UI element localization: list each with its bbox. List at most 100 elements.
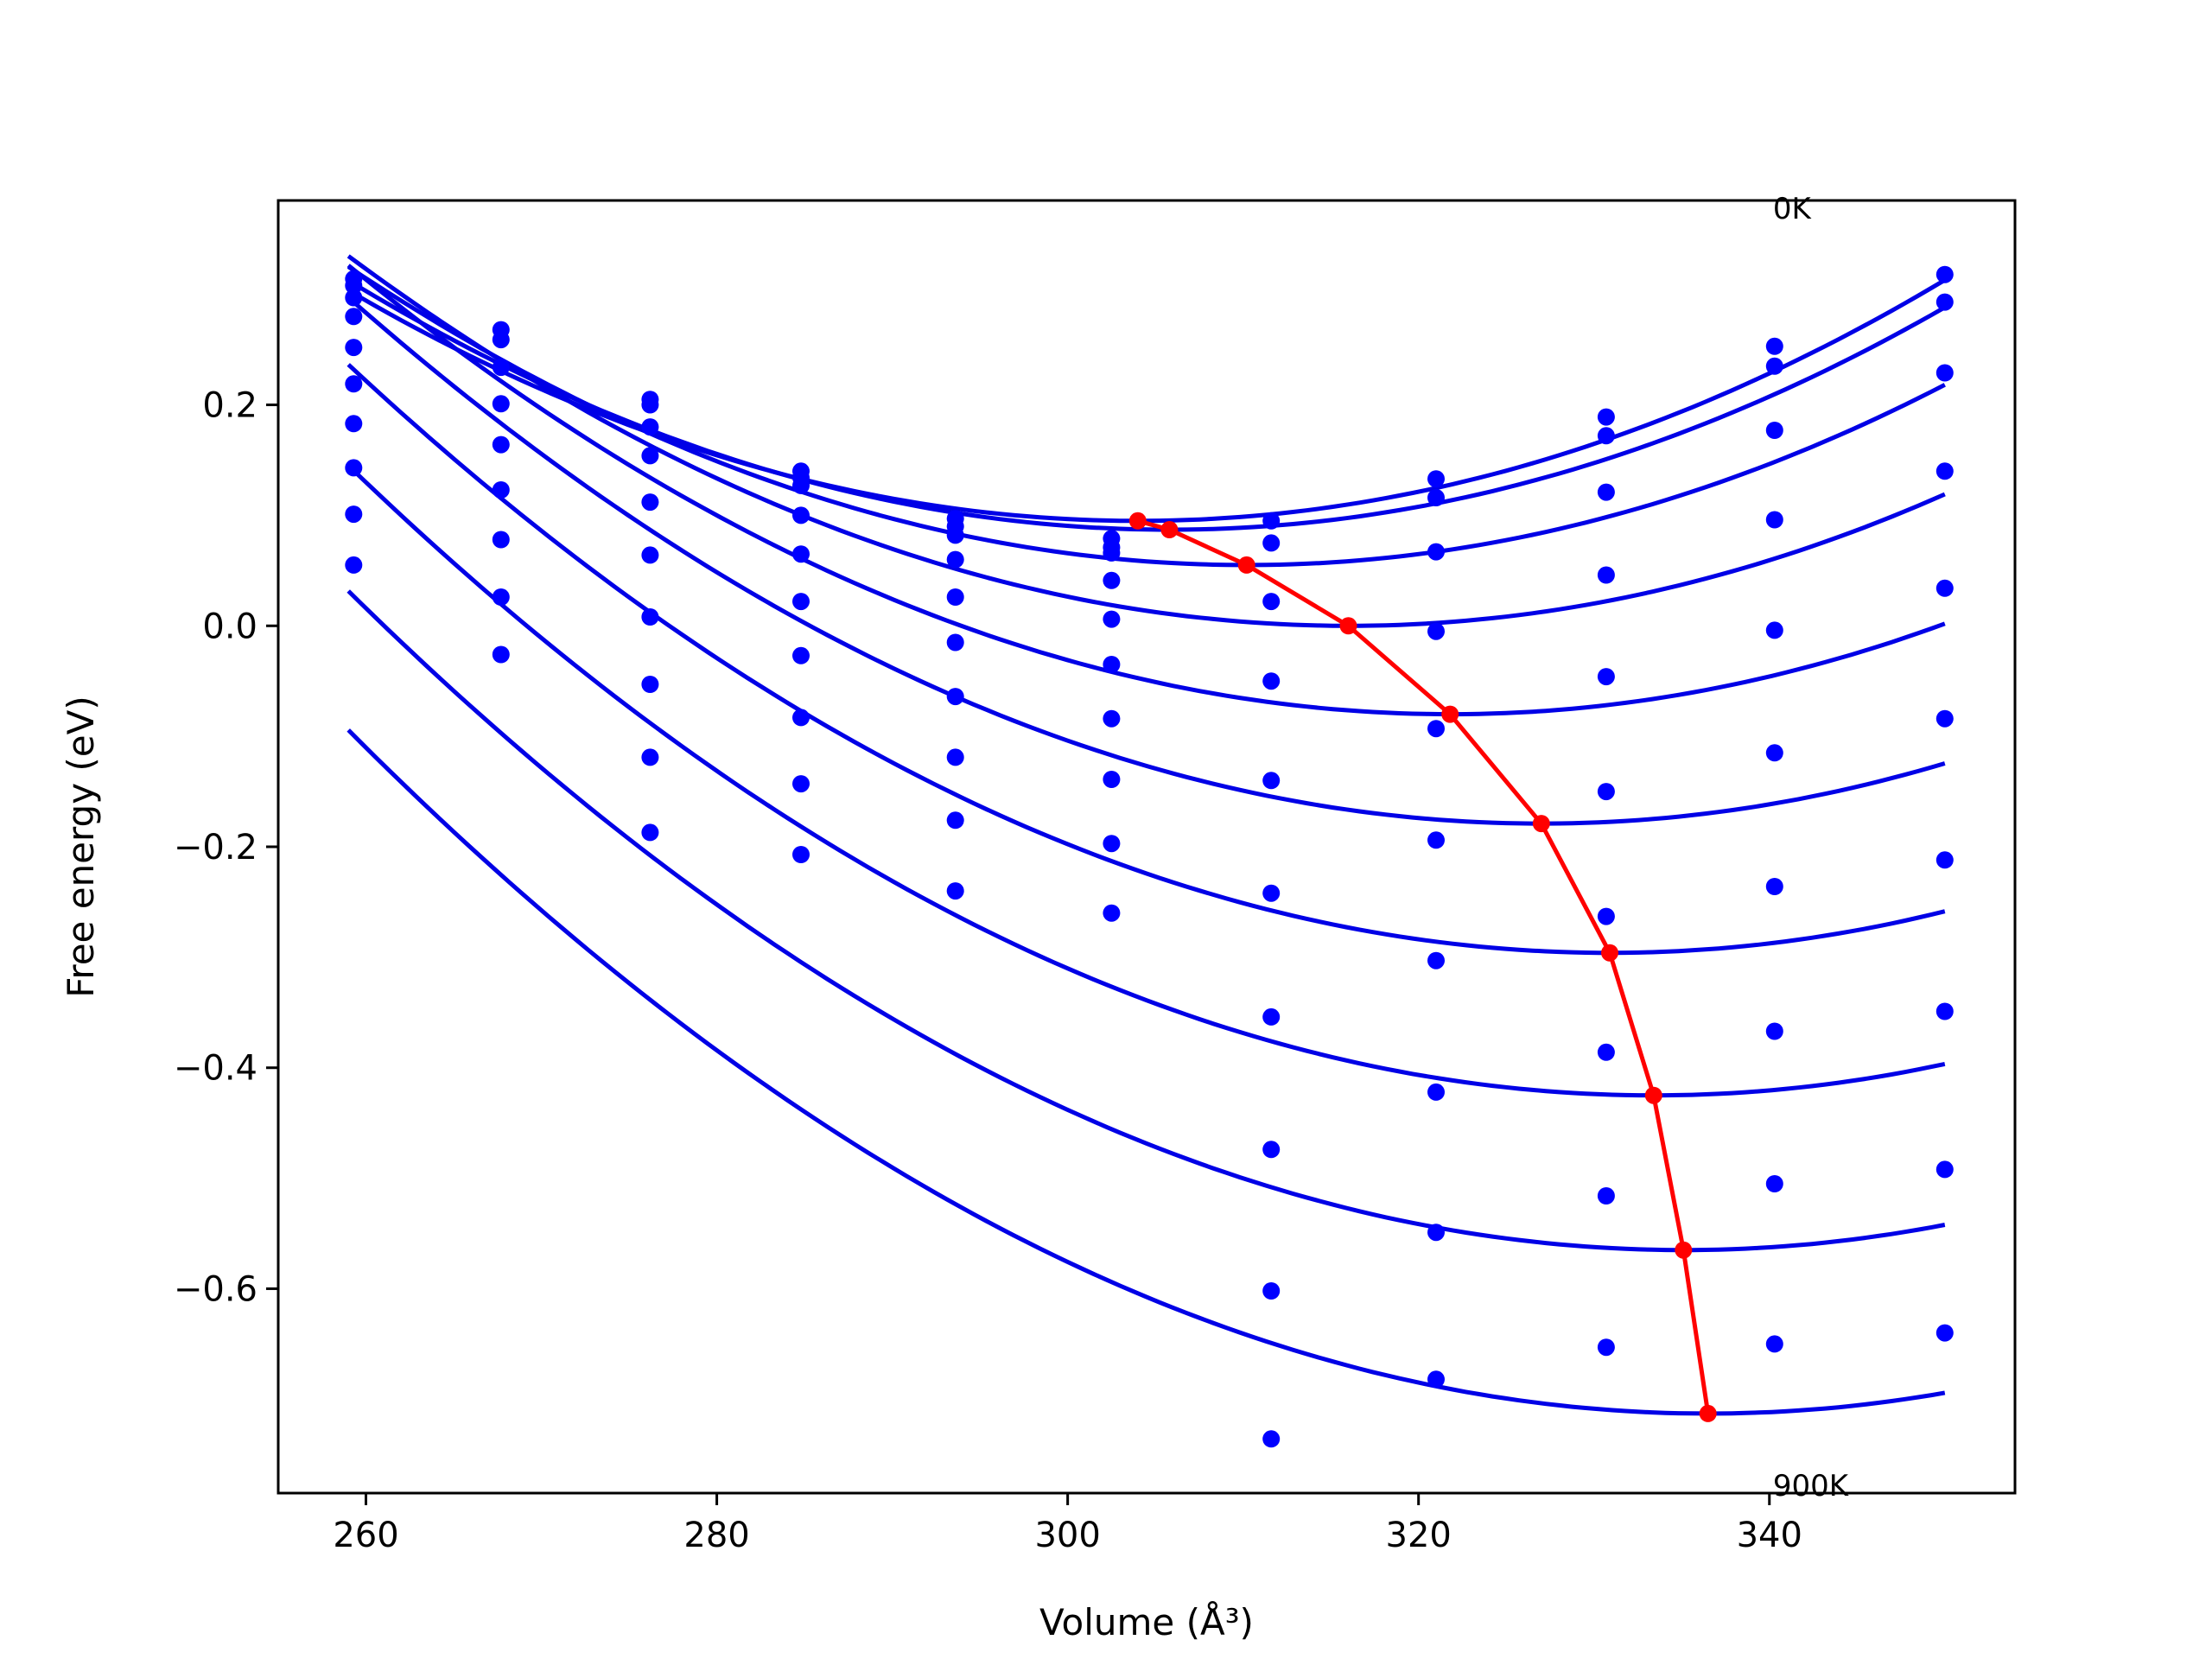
fit-curves bbox=[346, 254, 1947, 1416]
y-tick-label: −0.6 bbox=[174, 1269, 257, 1309]
data-point bbox=[1765, 744, 1783, 762]
data-point bbox=[1262, 593, 1281, 611]
data-point bbox=[792, 506, 810, 524]
data-point bbox=[492, 531, 510, 549]
data-point bbox=[345, 339, 363, 357]
fit-curve-8 bbox=[346, 463, 1946, 1098]
data-point bbox=[792, 775, 810, 793]
data-point bbox=[1765, 422, 1783, 439]
data-point bbox=[641, 418, 659, 436]
y-axis-ticks: 0.2 0.0 −0.2 −0.4 −0.6 bbox=[174, 386, 278, 1309]
data-point bbox=[1103, 543, 1121, 562]
data-point bbox=[641, 546, 659, 564]
data-point bbox=[641, 493, 659, 512]
data-point bbox=[1427, 622, 1445, 640]
data-point bbox=[946, 882, 964, 900]
minimum-point bbox=[1601, 944, 1618, 962]
data-point bbox=[1103, 771, 1121, 788]
y-tick-label: −0.2 bbox=[174, 828, 257, 868]
data-point bbox=[345, 276, 363, 295]
data-point bbox=[1427, 489, 1445, 506]
data-point bbox=[1597, 783, 1615, 801]
minimum-point bbox=[1532, 815, 1550, 833]
data-point bbox=[345, 459, 363, 477]
data-point bbox=[492, 588, 510, 606]
data-point bbox=[792, 646, 810, 664]
data-point bbox=[1262, 1282, 1281, 1300]
fit-curve-6 bbox=[346, 296, 1946, 826]
data-point bbox=[641, 748, 659, 766]
x-tick-label: 340 bbox=[1737, 1516, 1802, 1555]
data-point bbox=[1427, 1224, 1445, 1242]
data-point bbox=[1427, 831, 1445, 849]
data-point bbox=[1936, 1002, 1954, 1020]
data-point bbox=[492, 331, 510, 349]
fit-curve-10 bbox=[346, 728, 1946, 1416]
data-point bbox=[492, 359, 510, 377]
x-axis-ticks: 260 280 300 320 340 bbox=[333, 1493, 1802, 1555]
annotations: 0K 900K bbox=[1773, 192, 1850, 1503]
data-point bbox=[492, 481, 510, 499]
data-point bbox=[1765, 337, 1783, 355]
data-point bbox=[345, 556, 363, 574]
data-point bbox=[345, 375, 363, 393]
data-point bbox=[1936, 1160, 1954, 1179]
data-point bbox=[641, 447, 659, 465]
data-point bbox=[345, 415, 363, 433]
data-point bbox=[345, 505, 363, 524]
x-tick-label: 300 bbox=[1034, 1516, 1100, 1555]
minimum-point bbox=[1675, 1241, 1693, 1259]
x-tick-label: 320 bbox=[1386, 1516, 1452, 1555]
data-point bbox=[1597, 907, 1615, 925]
data-point bbox=[641, 676, 659, 693]
data-point bbox=[345, 308, 363, 326]
data-point bbox=[1103, 656, 1121, 673]
y-tick-label: −0.4 bbox=[174, 1049, 257, 1089]
x-tick-label: 260 bbox=[333, 1516, 398, 1555]
data-point bbox=[1936, 709, 1954, 728]
minimum-point bbox=[1160, 521, 1179, 538]
data-point bbox=[1427, 470, 1445, 488]
data-point bbox=[792, 846, 810, 863]
data-points bbox=[345, 265, 1954, 1448]
fit-curve-7 bbox=[346, 363, 1946, 956]
data-point bbox=[1262, 772, 1281, 790]
data-point bbox=[1262, 1430, 1281, 1448]
data-point bbox=[946, 526, 964, 544]
temperature-annotation: 0K bbox=[1773, 192, 1813, 226]
minimum-point bbox=[1128, 512, 1147, 530]
data-point bbox=[1936, 579, 1954, 597]
data-point bbox=[1103, 904, 1121, 922]
data-point bbox=[1427, 951, 1445, 969]
data-point bbox=[1936, 364, 1954, 382]
data-point bbox=[1765, 511, 1783, 529]
data-point bbox=[792, 593, 810, 611]
data-point bbox=[641, 823, 659, 842]
data-point bbox=[1262, 672, 1281, 690]
data-point bbox=[792, 476, 810, 494]
data-point bbox=[946, 633, 964, 652]
data-point bbox=[1262, 512, 1281, 530]
x-tick-label: 280 bbox=[683, 1516, 749, 1555]
data-point bbox=[1765, 1175, 1783, 1192]
data-point bbox=[946, 550, 964, 569]
data-point bbox=[1936, 462, 1954, 480]
data-point bbox=[1936, 265, 1954, 283]
data-point bbox=[1597, 1338, 1615, 1357]
minimum-point bbox=[1339, 617, 1357, 635]
data-point bbox=[1262, 1141, 1281, 1159]
data-point bbox=[946, 688, 964, 706]
data-point bbox=[792, 709, 810, 727]
data-point bbox=[1103, 709, 1121, 728]
data-point bbox=[1936, 1324, 1954, 1342]
temperature-annotation: 900K bbox=[1773, 1469, 1850, 1503]
data-point bbox=[1103, 610, 1121, 628]
data-point bbox=[1597, 1187, 1615, 1205]
data-point bbox=[1765, 878, 1783, 895]
data-point bbox=[641, 396, 659, 414]
data-point bbox=[1103, 835, 1121, 853]
data-point bbox=[345, 289, 363, 307]
data-point bbox=[1262, 534, 1281, 552]
data-point bbox=[1597, 1043, 1615, 1061]
data-point bbox=[1936, 851, 1954, 869]
